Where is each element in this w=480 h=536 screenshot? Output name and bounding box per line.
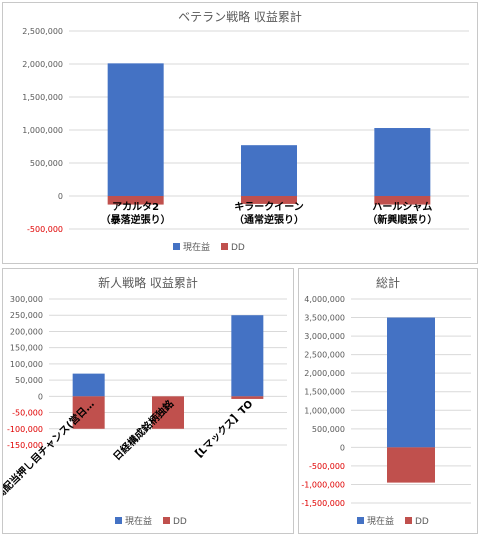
veteran-chart: ベテラン戦略 収益累計 2,500,000 2,000,000 1,500,000 1,…: [22, 9, 469, 253]
y-tick-label: 300,000: [10, 295, 43, 304]
y-tick-label: 4,000,000: [304, 295, 345, 304]
legend-label-profit: 現在益: [367, 515, 394, 527]
y-tick-label: 0: [38, 392, 43, 401]
category-label: 日経構成銘柄独銘: [110, 397, 176, 463]
category-label: （新興順張り）: [367, 213, 437, 226]
y-tick-label: 2,500,000: [304, 351, 345, 360]
y-tick-label: -1,500,000: [301, 499, 345, 508]
legend-swatch-profit: [115, 517, 122, 524]
legend-label-dd: DD: [173, 517, 187, 527]
y-tick-label: 500,000: [312, 425, 345, 434]
legend-swatch-dd: [405, 517, 412, 524]
bar-profit: [387, 317, 435, 448]
y-tick-label: -50,000: [12, 409, 43, 418]
legend-label-dd: DD: [231, 243, 245, 253]
y-tick-label: 1,500,000: [22, 93, 63, 102]
bar-dd: [72, 396, 105, 429]
y-tick-label: -150,000: [7, 441, 43, 450]
y-tick-label: 150,000: [10, 344, 43, 353]
legend-label-profit: 現在益: [183, 241, 210, 253]
legend-swatch-profit: [357, 517, 364, 524]
legend-label-profit: 現在益: [125, 515, 152, 527]
legend-label-dd: DD: [415, 517, 429, 527]
bar-profit: [72, 373, 105, 397]
y-tick-label: 2,000,000: [22, 60, 63, 69]
y-tick-label: 3,000,000: [304, 332, 345, 341]
bar-profit: [107, 63, 164, 197]
bar-dd: [152, 396, 184, 429]
y-tick-label: -100,000: [7, 425, 43, 434]
bar-dd: [231, 396, 264, 399]
y-tick-label: 0: [340, 443, 345, 452]
bar-profit: [374, 128, 431, 196]
newcomer-chart-panel: 新人戦略 収益累計 300,000 250,000 200,000 150,000 100…: [2, 268, 294, 534]
y-tick-label: 0: [58, 192, 63, 201]
y-tick-label: 1,500,000: [304, 388, 345, 397]
bar-dd: [107, 196, 164, 205]
chart-title: 新人戦略 収益累計: [98, 275, 198, 290]
legend-swatch-dd: [163, 517, 170, 524]
category-label: ハールシャム: [372, 201, 432, 213]
y-tick-label: 50,000: [15, 376, 43, 385]
legend-swatch-profit: [173, 243, 180, 250]
total-chart: 総計 4,000,000 3,500,000 3,000,000 2,500,000 2,…: [301, 275, 471, 527]
chart-title: 総計: [376, 275, 400, 290]
legend-swatch-dd: [221, 243, 228, 250]
y-tick-label: 200,000: [10, 327, 43, 336]
y-tick-label: 2,500,000: [22, 27, 63, 36]
bar-dd: [374, 196, 431, 205]
legend: 現在益 DD: [357, 515, 429, 527]
y-tick-label: -500,000: [309, 462, 345, 471]
category-label: （暴落逆張り）: [101, 213, 171, 226]
newcomer-chart: 新人戦略 収益累計 300,000 250,000 200,000 150,000 100…: [3, 275, 287, 527]
y-tick-label: -1,000,000: [301, 480, 345, 489]
category-label: （通常逆張り）: [234, 213, 304, 226]
y-tick-label: 2,000,000: [304, 369, 345, 378]
category-label: キラークイーン: [234, 201, 304, 213]
y-tick-label: 100,000: [10, 360, 43, 369]
bar-dd: [241, 196, 297, 204]
y-tick-label: -500,000: [27, 225, 63, 234]
bar-dd: [387, 447, 435, 483]
y-tick-label: 500,000: [30, 159, 63, 168]
legend: 現在益 DD: [173, 241, 245, 253]
chart-title: ベテラン戦略 収益累計: [178, 9, 302, 24]
y-tick-label: 250,000: [10, 311, 43, 320]
category-label: 【Lマックス】TO: [189, 397, 256, 464]
y-tick-label: 3,500,000: [304, 314, 345, 323]
y-tick-label: 1,000,000: [22, 126, 63, 135]
legend: 現在益 DD: [115, 515, 187, 527]
y-tick-label: 1,000,000: [304, 406, 345, 415]
total-chart-panel: 総計 4,000,000 3,500,000 3,000,000 2,500,000 2,…: [298, 268, 478, 534]
veteran-chart-panel: ベテラン戦略 収益累計 2,500,000 2,000,000 1,500,000 1,…: [2, 2, 478, 264]
category-label: アカルタ2: [112, 201, 159, 213]
bar-profit: [241, 145, 297, 196]
bar-profit: [231, 315, 264, 397]
